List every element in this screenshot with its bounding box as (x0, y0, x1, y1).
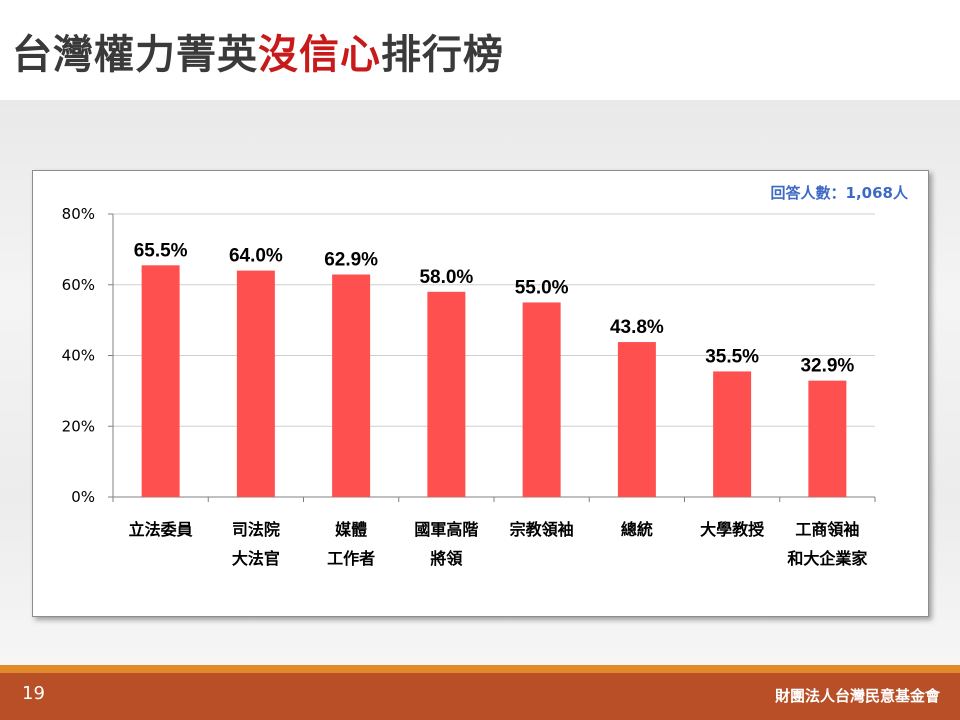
category-label: 工商領袖 (795, 520, 859, 539)
category-label: 總統 (621, 520, 653, 539)
category-label: 媒體 (335, 520, 367, 539)
chart-panel (32, 170, 929, 617)
y-tick-label: 0% (71, 488, 95, 506)
data-label: 62.9% (324, 249, 378, 270)
footer-bar (0, 673, 960, 720)
category-label: 國軍高階 (414, 520, 478, 539)
bar (141, 265, 180, 497)
data-label: 58.0% (419, 267, 473, 288)
y-tick-label: 40% (62, 347, 95, 365)
category-label: 司法院 (232, 520, 280, 539)
category-label: 大法官 (232, 549, 280, 568)
bar (522, 302, 561, 497)
y-tick-label: 60% (62, 276, 95, 294)
y-tick-label: 20% (62, 417, 95, 435)
sample-size-label: 回答人數：1,068人 (770, 184, 908, 202)
page-number: 19 (22, 683, 45, 704)
data-label: 65.5% (134, 240, 188, 261)
category-label: 宗教領袖 (510, 520, 574, 539)
bar (617, 342, 656, 497)
bar (236, 270, 275, 497)
bar (427, 291, 466, 497)
footer-stripe (0, 665, 960, 673)
data-label: 55.0% (515, 277, 569, 298)
data-label: 32.9% (800, 356, 854, 377)
y-tick-label: 80% (62, 205, 95, 223)
title-part1: 台灣權力菁英 (12, 32, 258, 78)
category-label: 大學教授 (700, 520, 765, 539)
bar (808, 380, 847, 497)
data-label: 43.8% (610, 317, 664, 338)
category-label: 將領 (430, 549, 463, 568)
category-label: 工作者 (327, 549, 375, 568)
page-title: 台灣權力菁英沒信心排行榜 (12, 22, 504, 80)
data-label: 64.0% (229, 246, 283, 267)
data-label: 35.5% (705, 346, 759, 367)
title-highlight: 沒信心 (258, 32, 381, 78)
title-part2: 排行榜 (381, 32, 504, 78)
bar (713, 371, 752, 497)
category-label: 立法委員 (129, 520, 193, 539)
category-label: 和大企業家 (787, 549, 868, 568)
bar (332, 274, 371, 497)
organization-name: 財團法人台灣民意基金會 (774, 687, 940, 705)
